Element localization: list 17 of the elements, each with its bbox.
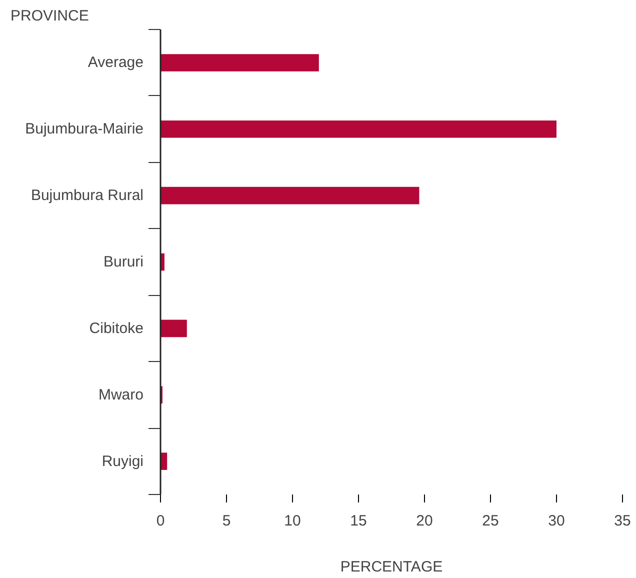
x-tick-label: 35 bbox=[614, 512, 631, 530]
y-tick-label: Mwaro bbox=[98, 386, 144, 404]
x-tick-label: 15 bbox=[350, 512, 367, 530]
y-tick-label: Ruyigi bbox=[102, 452, 144, 470]
y-tick-label: Bujumbura-Mairie bbox=[25, 120, 144, 138]
y-tick-label: Bururi bbox=[103, 254, 144, 270]
x-tick-label: 25 bbox=[482, 512, 499, 530]
x-tick-label: 30 bbox=[548, 512, 565, 530]
y-tick-label: Cibitoke bbox=[89, 320, 144, 337]
x-tick-label: 0 bbox=[156, 512, 165, 530]
y-tick-label: Average bbox=[88, 54, 144, 72]
x-axis-title: PERCENTAGE bbox=[340, 558, 443, 576]
y-axis-title: PROVINCE bbox=[10, 8, 89, 24]
x-tick-label: 20 bbox=[416, 512, 433, 530]
y-tick-label: Bujumbura Rural bbox=[30, 187, 144, 204]
x-tick-label: 10 bbox=[284, 512, 301, 530]
x-tick-label: 5 bbox=[222, 512, 231, 530]
